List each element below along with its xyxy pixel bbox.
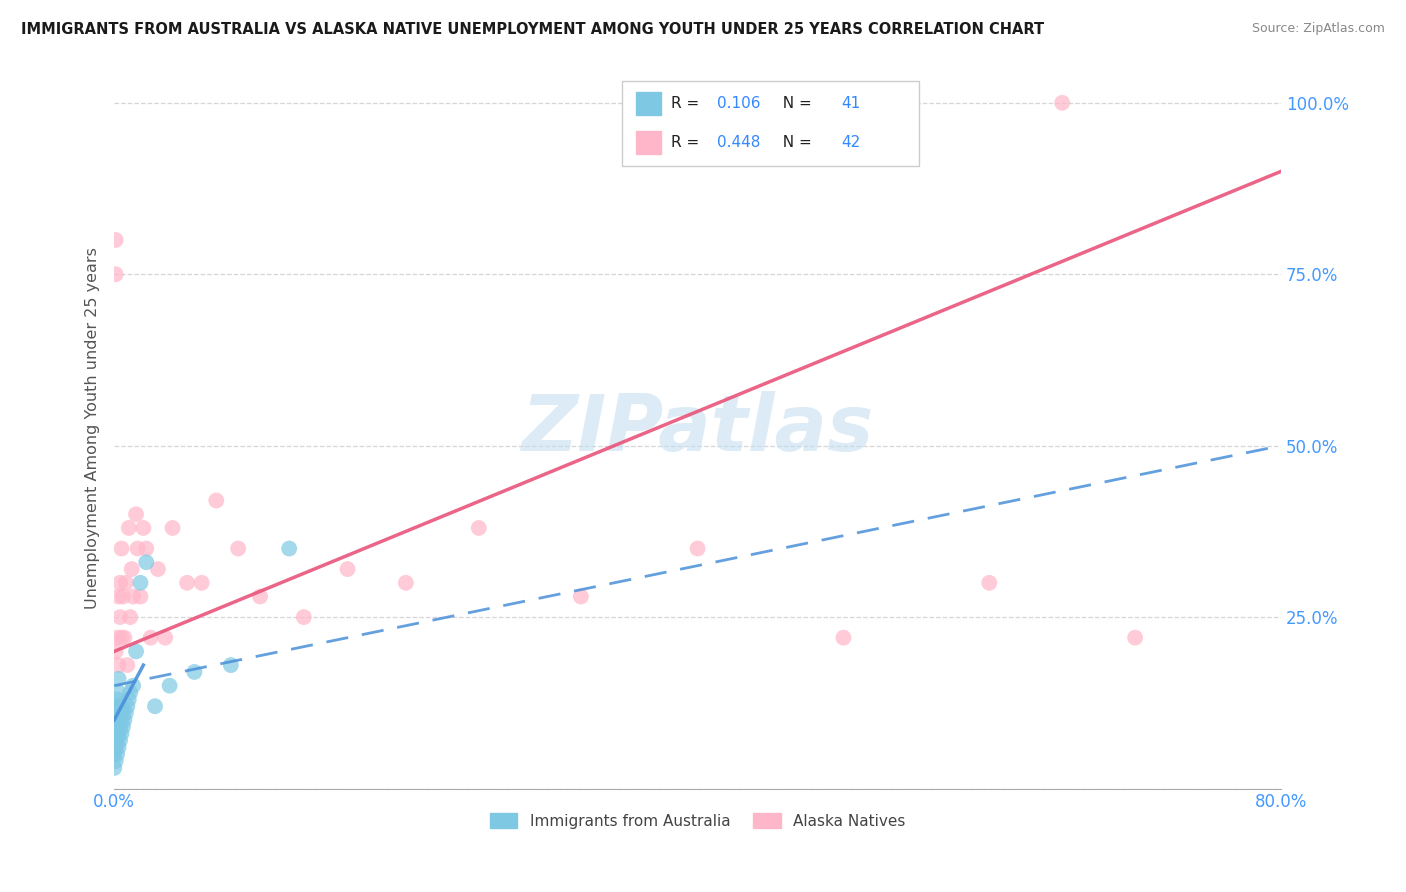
Point: [132, 521, 155, 535]
Point: [104, 740, 127, 755]
Point: [110, 726, 132, 740]
Point: [249, 590, 271, 604]
Point: [107, 658, 129, 673]
Point: [105, 720, 128, 734]
Point: [159, 679, 181, 693]
Point: [127, 541, 149, 556]
Point: [135, 541, 157, 556]
Point: [120, 610, 142, 624]
Text: IMMIGRANTS FROM AUSTRALIA VS ALASKA NATIVE UNEMPLOYMENT AMONG YOUTH UNDER 25 YEA: IMMIGRANTS FROM AUSTRALIA VS ALASKA NATI…: [21, 22, 1045, 37]
Point: [336, 562, 359, 576]
Point: [107, 713, 129, 727]
Point: [468, 521, 491, 535]
Point: [104, 644, 127, 658]
Point: [569, 590, 592, 604]
Point: [176, 575, 198, 590]
Point: [125, 644, 148, 658]
Point: [122, 679, 145, 693]
Point: [115, 706, 138, 720]
Point: [979, 575, 1001, 590]
Point: [118, 521, 141, 535]
Point: [105, 706, 128, 720]
Point: [121, 562, 143, 576]
Text: R =: R =: [671, 136, 704, 150]
Point: [104, 713, 127, 727]
Point: [104, 754, 127, 768]
Point: [107, 740, 129, 755]
Point: [129, 590, 152, 604]
Text: N =: N =: [773, 95, 817, 111]
Text: 0.448: 0.448: [717, 136, 761, 150]
Bar: [636, 131, 661, 154]
Point: [103, 747, 125, 762]
Point: [111, 720, 134, 734]
Point: [112, 631, 135, 645]
Point: [105, 733, 128, 747]
Point: [105, 692, 128, 706]
Point: [155, 631, 177, 645]
Bar: [636, 92, 661, 114]
FancyBboxPatch shape: [621, 81, 920, 166]
Point: [125, 507, 148, 521]
Point: [108, 610, 131, 624]
Point: [118, 692, 141, 706]
Point: [115, 575, 138, 590]
Point: [832, 631, 855, 645]
Point: [1123, 631, 1146, 645]
Legend: Immigrants from Australia, Alaska Natives: Immigrants from Australia, Alaska Native…: [484, 807, 911, 835]
Point: [129, 575, 152, 590]
Point: [110, 699, 132, 714]
Point: [107, 672, 129, 686]
Point: [104, 726, 127, 740]
Point: [110, 631, 132, 645]
Point: [104, 699, 127, 714]
Point: [219, 658, 242, 673]
Point: [122, 590, 145, 604]
Point: [205, 493, 228, 508]
Point: [1050, 95, 1073, 110]
Point: [111, 706, 134, 720]
Point: [146, 562, 169, 576]
Point: [107, 726, 129, 740]
Point: [108, 720, 131, 734]
Point: [292, 610, 315, 624]
Point: [107, 590, 129, 604]
Point: [103, 761, 125, 775]
Point: [105, 747, 128, 762]
Text: R =: R =: [671, 95, 704, 111]
Text: N =: N =: [773, 136, 817, 150]
Point: [108, 575, 131, 590]
Y-axis label: Unemployment Among Youth under 25 years: Unemployment Among Youth under 25 years: [86, 248, 100, 609]
Point: [110, 541, 132, 556]
Point: [162, 521, 184, 535]
Point: [104, 267, 127, 281]
Text: 41: 41: [841, 95, 860, 111]
Point: [139, 631, 162, 645]
Point: [104, 233, 127, 247]
Point: [103, 733, 125, 747]
Point: [108, 733, 131, 747]
Point: [686, 541, 709, 556]
Point: [105, 631, 128, 645]
Point: [135, 555, 157, 569]
Point: [143, 699, 166, 714]
Point: [117, 658, 139, 673]
Point: [110, 713, 132, 727]
Point: [395, 575, 418, 590]
Point: [117, 699, 139, 714]
Point: [190, 575, 212, 590]
Text: ZIPatlas: ZIPatlas: [522, 391, 873, 467]
Text: 42: 42: [841, 136, 860, 150]
Point: [107, 699, 129, 714]
Point: [226, 541, 249, 556]
Point: [107, 685, 129, 699]
Point: [278, 541, 301, 556]
Point: [111, 590, 134, 604]
Point: [108, 706, 131, 720]
Text: 0.106: 0.106: [717, 95, 761, 111]
Point: [112, 713, 135, 727]
Point: [120, 685, 142, 699]
Text: Source: ZipAtlas.com: Source: ZipAtlas.com: [1251, 22, 1385, 36]
Point: [183, 665, 205, 679]
